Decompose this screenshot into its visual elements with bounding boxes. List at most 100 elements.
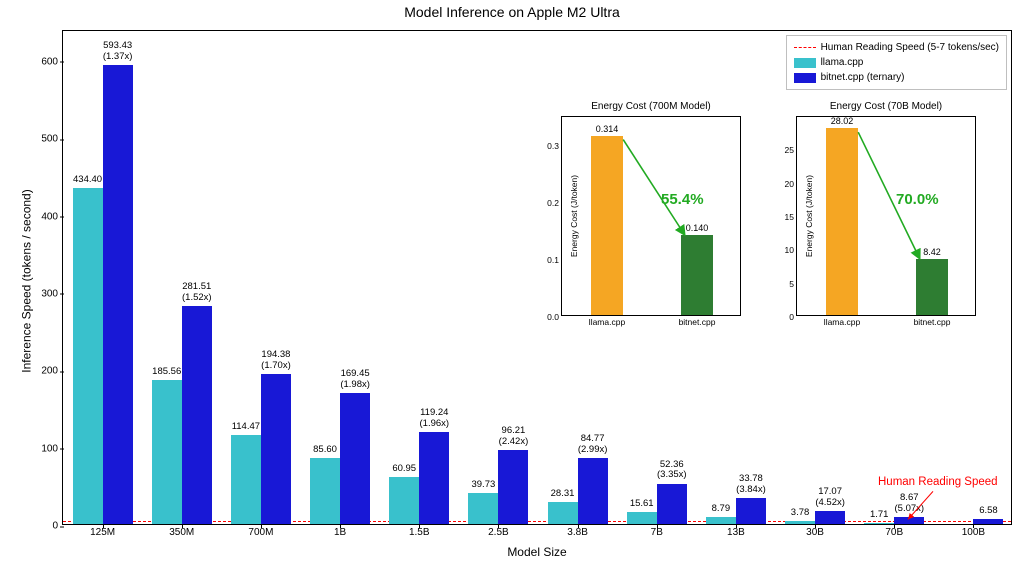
bar-bitnet	[261, 374, 291, 524]
legend-item-refline: Human Reading Speed (5-7 tokens/sec)	[794, 40, 999, 55]
bar-bitnet	[736, 498, 766, 524]
inset-ytick: 5	[789, 279, 797, 289]
bar-bitnet	[894, 517, 924, 524]
bar-bitnet	[103, 65, 133, 524]
inset-xtick: bitnet.cpp	[679, 315, 716, 327]
bar-llama	[73, 188, 103, 524]
bar-llama	[548, 502, 578, 524]
x-tick-label: 13B	[727, 524, 745, 538]
inset-energy-chart: Energy Cost (70B Model)Energy Cost (J/to…	[796, 116, 976, 316]
bar-value-label: 60.95	[392, 464, 416, 475]
bar-value-label: 281.51(1.52x)	[182, 282, 212, 304]
bar-value-label: 114.47	[232, 422, 260, 433]
bar-bitnet	[498, 450, 528, 524]
x-tick-label: 100B	[962, 524, 985, 538]
inset-bar	[916, 259, 948, 315]
inset-xtick: llama.cpp	[824, 315, 860, 327]
inset-ytick: 0.3	[547, 141, 562, 151]
bar-value-label: 119.24(1.96x)	[419, 408, 449, 430]
bar-value-label: 194.38(1.70x)	[261, 350, 291, 372]
x-tick-label: 3.8B	[567, 524, 588, 538]
inset-xtick: llama.cpp	[589, 315, 625, 327]
bar-value-label: 169.45(1.98x)	[340, 369, 370, 391]
y-tick: 200	[41, 366, 63, 377]
bar-bitnet	[578, 458, 608, 524]
inset-energy-chart: Energy Cost (700M Model)Energy Cost (J/t…	[561, 116, 741, 316]
inset-ytick: 0.2	[547, 198, 562, 208]
legend-item-bitnet: bitnet.cpp (ternary)	[794, 70, 999, 85]
inset-bar-value: 0.314	[596, 124, 619, 134]
inset-reduction-pct: 70.0%	[896, 191, 939, 208]
inset-bar-value: 8.42	[923, 247, 941, 257]
bar-bitnet	[340, 393, 370, 524]
legend-label-refline: Human Reading Speed (5-7 tokens/sec)	[821, 42, 999, 53]
bar-llama	[389, 477, 419, 524]
x-tick-label: 30B	[806, 524, 824, 538]
x-tick-label: 125M	[90, 524, 115, 538]
inset-ylabel: Energy Cost (J/token)	[804, 175, 814, 257]
bar-llama	[310, 458, 340, 524]
inset-ylabel: Energy Cost (J/token)	[569, 175, 579, 257]
bar-value-label: 3.78	[791, 508, 810, 519]
bar-bitnet	[182, 306, 212, 524]
bar-value-label: 593.43(1.37x)	[103, 41, 133, 63]
inset-ytick: 0	[789, 312, 797, 322]
y-tick: 300	[41, 288, 63, 299]
y-axis-label: Inference Speed (tokens / second)	[19, 189, 33, 372]
inset-ytick: 0.0	[547, 312, 562, 322]
bar-llama	[231, 435, 261, 524]
bar-value-label: 96.21(2.42x)	[499, 426, 529, 448]
x-tick-label: 70B	[885, 524, 903, 538]
x-tick-label: 700M	[248, 524, 273, 538]
y-tick: 100	[41, 443, 63, 454]
bar-value-label: 84.77(2.99x)	[578, 434, 608, 456]
bar-value-label: 8.67(5.07x)	[894, 493, 924, 515]
bar-value-label: 28.31	[551, 489, 575, 500]
inset-ytick: 0.1	[547, 255, 562, 265]
y-tick: 500	[41, 134, 63, 145]
bar-value-label: 185.56	[152, 367, 181, 378]
legend-label-bitnet: bitnet.cpp (ternary)	[821, 72, 905, 83]
legend: Human Reading Speed (5-7 tokens/sec) lla…	[786, 35, 1007, 90]
bar-value-label: 52.36(3.35x)	[657, 460, 687, 482]
bar-llama	[468, 493, 498, 524]
bar-llama	[864, 523, 894, 524]
inset-ytick: 10	[785, 245, 797, 255]
inset-title: Energy Cost (700M Model)	[562, 101, 740, 112]
x-tick-label: 1.5B	[409, 524, 430, 538]
inset-bar	[591, 136, 623, 315]
inset-bar-value: 0.140	[686, 223, 709, 233]
bar-bitnet	[815, 511, 845, 524]
inset-reduction-pct: 55.4%	[661, 191, 704, 208]
bar-value-label: 434.40	[73, 175, 102, 186]
bar-llama	[706, 517, 736, 524]
inset-ytick: 20	[785, 179, 797, 189]
bar-bitnet	[419, 432, 449, 524]
bar-value-label: 39.73	[471, 480, 495, 491]
inset-title: Energy Cost (70B Model)	[797, 101, 975, 112]
bar-llama	[785, 521, 815, 524]
inset-ytick: 15	[785, 212, 797, 222]
inset-reduction-arrow	[797, 117, 977, 317]
y-tick: 400	[41, 211, 63, 222]
legend-item-llama: llama.cpp	[794, 55, 999, 70]
x-tick-label: 7B	[651, 524, 663, 538]
inset-reduction-arrow	[562, 117, 742, 317]
inset-bar	[826, 128, 858, 315]
inset-bar-value: 28.02	[831, 116, 854, 126]
bar-value-label: 6.58	[979, 506, 998, 517]
bar-bitnet	[657, 484, 687, 524]
bar-value-label: 33.78(3.84x)	[736, 474, 766, 496]
legend-label-llama: llama.cpp	[821, 57, 864, 68]
inset-xtick: bitnet.cpp	[914, 315, 951, 327]
bar-value-label: 8.79	[712, 504, 731, 515]
x-tick-label: 2.5B	[488, 524, 509, 538]
chart-title: Model Inference on Apple M2 Ultra	[0, 4, 1024, 20]
y-tick: 600	[41, 56, 63, 67]
bar-llama	[152, 380, 182, 524]
x-tick-label: 350M	[169, 524, 194, 538]
main-plot-area: Human Reading Speed (5-7 tokens/sec) lla…	[62, 30, 1012, 525]
bar-value-label: 15.61	[630, 499, 654, 510]
bar-value-label: 17.07(4.52x)	[815, 487, 845, 509]
reading-speed-annotation: Human Reading Speed	[878, 476, 998, 488]
